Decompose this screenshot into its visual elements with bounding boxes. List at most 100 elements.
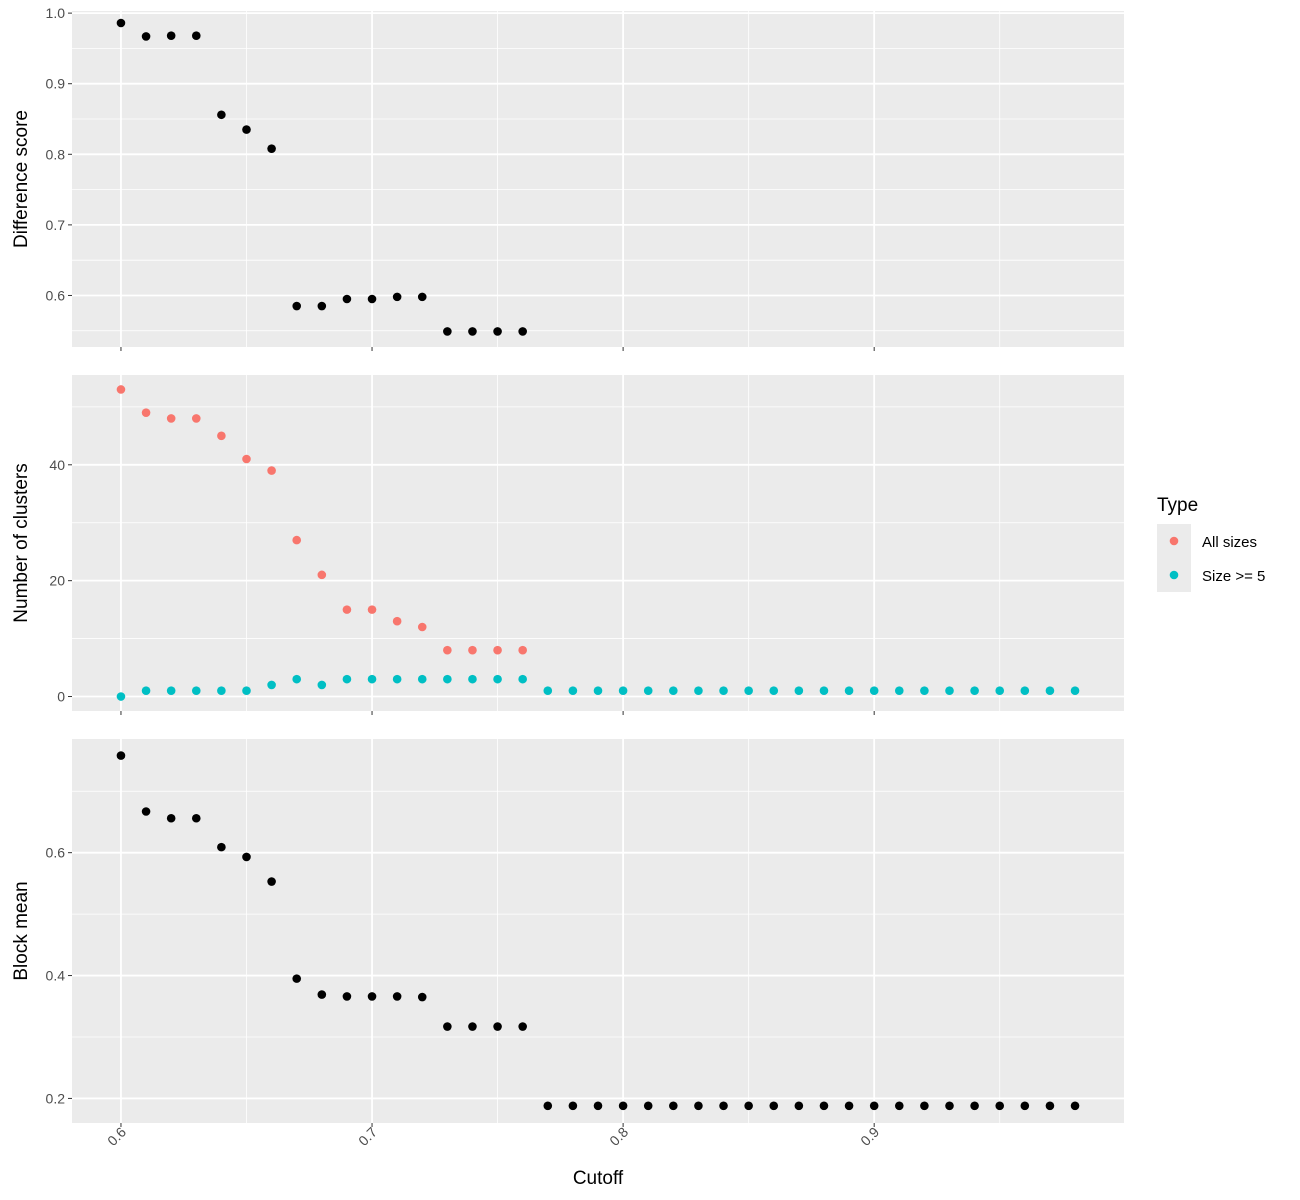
y-tick-label: 0.6 xyxy=(46,287,66,303)
data-point xyxy=(869,686,879,696)
data-point xyxy=(141,807,151,816)
data-point xyxy=(292,301,302,311)
y-tick-label: 40 xyxy=(49,457,65,473)
data-point xyxy=(267,466,276,475)
y-tick-label: 1.0 xyxy=(46,5,66,21)
data-point xyxy=(191,414,201,423)
y-tick-label: 0.6 xyxy=(46,845,66,861)
data-point xyxy=(920,1101,929,1111)
data-point xyxy=(367,605,377,614)
data-point xyxy=(869,1101,879,1111)
data-point xyxy=(367,674,377,684)
data-point xyxy=(1070,1101,1080,1111)
panel-2: 0 20 40 Number of clusters xyxy=(11,375,1124,715)
data-point xyxy=(217,686,226,696)
data-point xyxy=(317,301,327,311)
panels: 0.6 0.7 0.8 0.9 1.0 Difference score 0 20 40 Numb… xyxy=(11,5,1124,1127)
data-point xyxy=(166,31,176,41)
data-point xyxy=(493,645,502,655)
legend-label: Size >= 5 xyxy=(1202,568,1265,585)
data-point xyxy=(819,686,829,696)
data-point xyxy=(317,570,327,580)
data-point xyxy=(317,680,327,690)
data-point xyxy=(242,686,251,696)
data-point xyxy=(1070,686,1080,696)
data-point xyxy=(568,1101,578,1111)
data-point xyxy=(443,1022,452,1031)
legend-label: All sizes xyxy=(1202,534,1257,551)
legend-item: All sizes xyxy=(1157,524,1257,558)
data-point xyxy=(518,1022,527,1031)
data-point xyxy=(468,645,477,655)
data-point xyxy=(392,992,402,1001)
data-point xyxy=(669,1101,678,1111)
data-point xyxy=(643,686,653,696)
data-point xyxy=(342,605,352,614)
data-point xyxy=(669,686,678,696)
data-point xyxy=(920,686,929,696)
data-point xyxy=(493,1022,502,1031)
y-axis-title: Difference score xyxy=(11,110,32,248)
data-point xyxy=(443,645,452,655)
data-point xyxy=(1045,686,1055,696)
data-point xyxy=(242,125,251,134)
data-point xyxy=(719,1101,728,1111)
legend-key-point xyxy=(1169,570,1179,580)
data-point xyxy=(593,1101,603,1111)
series-all-sizes xyxy=(116,385,527,655)
data-point xyxy=(417,674,427,684)
data-point xyxy=(116,751,126,760)
panel-background xyxy=(72,11,1124,347)
data-point xyxy=(493,327,502,336)
data-point xyxy=(191,686,201,696)
data-point xyxy=(894,686,904,696)
data-point xyxy=(769,1101,779,1111)
data-point xyxy=(618,1101,628,1111)
data-point xyxy=(292,974,302,983)
x-tick-label: 0.9 xyxy=(857,1124,882,1149)
data-point xyxy=(367,294,377,304)
data-point xyxy=(643,1101,653,1111)
data-point xyxy=(518,327,527,336)
data-point xyxy=(819,1101,829,1111)
data-point xyxy=(945,1101,954,1111)
legend-title: Type xyxy=(1157,495,1198,516)
data-point xyxy=(317,990,327,999)
panel-3: 0.2 0.4 0.6 Block mean xyxy=(11,739,1124,1127)
data-point xyxy=(844,686,854,696)
legend-items: All sizes Size >= 5 xyxy=(1157,524,1265,592)
data-point xyxy=(443,327,452,336)
panel-1: 0.6 0.7 0.8 0.9 1.0 Difference score xyxy=(11,5,1124,351)
x-axis-title: Cutoff xyxy=(573,1168,624,1189)
data-point xyxy=(1045,1101,1055,1111)
data-point xyxy=(970,686,979,696)
data-point xyxy=(995,686,1005,696)
data-point xyxy=(417,292,427,302)
y-tick-label: 0.7 xyxy=(46,217,66,233)
data-point xyxy=(367,992,377,1001)
data-point xyxy=(794,1101,804,1111)
data-point xyxy=(267,877,276,886)
data-point xyxy=(794,686,804,696)
data-point xyxy=(166,414,176,423)
data-point xyxy=(267,144,276,153)
legend: Type All sizes Size >= 5 xyxy=(1157,495,1265,592)
data-point xyxy=(217,842,226,852)
data-point xyxy=(116,692,126,701)
data-point xyxy=(342,992,352,1001)
data-point xyxy=(694,686,703,696)
data-point xyxy=(116,385,126,394)
y-axis-title: Number of clusters xyxy=(11,463,32,622)
data-point xyxy=(769,686,779,696)
data-point xyxy=(116,18,126,28)
data-point xyxy=(518,645,527,655)
data-point xyxy=(292,535,302,545)
data-point xyxy=(191,813,201,823)
data-point xyxy=(267,680,276,690)
data-point xyxy=(1020,686,1030,696)
data-point xyxy=(719,686,728,696)
data-point xyxy=(543,1101,553,1111)
data-point xyxy=(970,1101,979,1111)
x-axis: 0.6 0.7 0.8 0.9 xyxy=(104,1124,882,1149)
